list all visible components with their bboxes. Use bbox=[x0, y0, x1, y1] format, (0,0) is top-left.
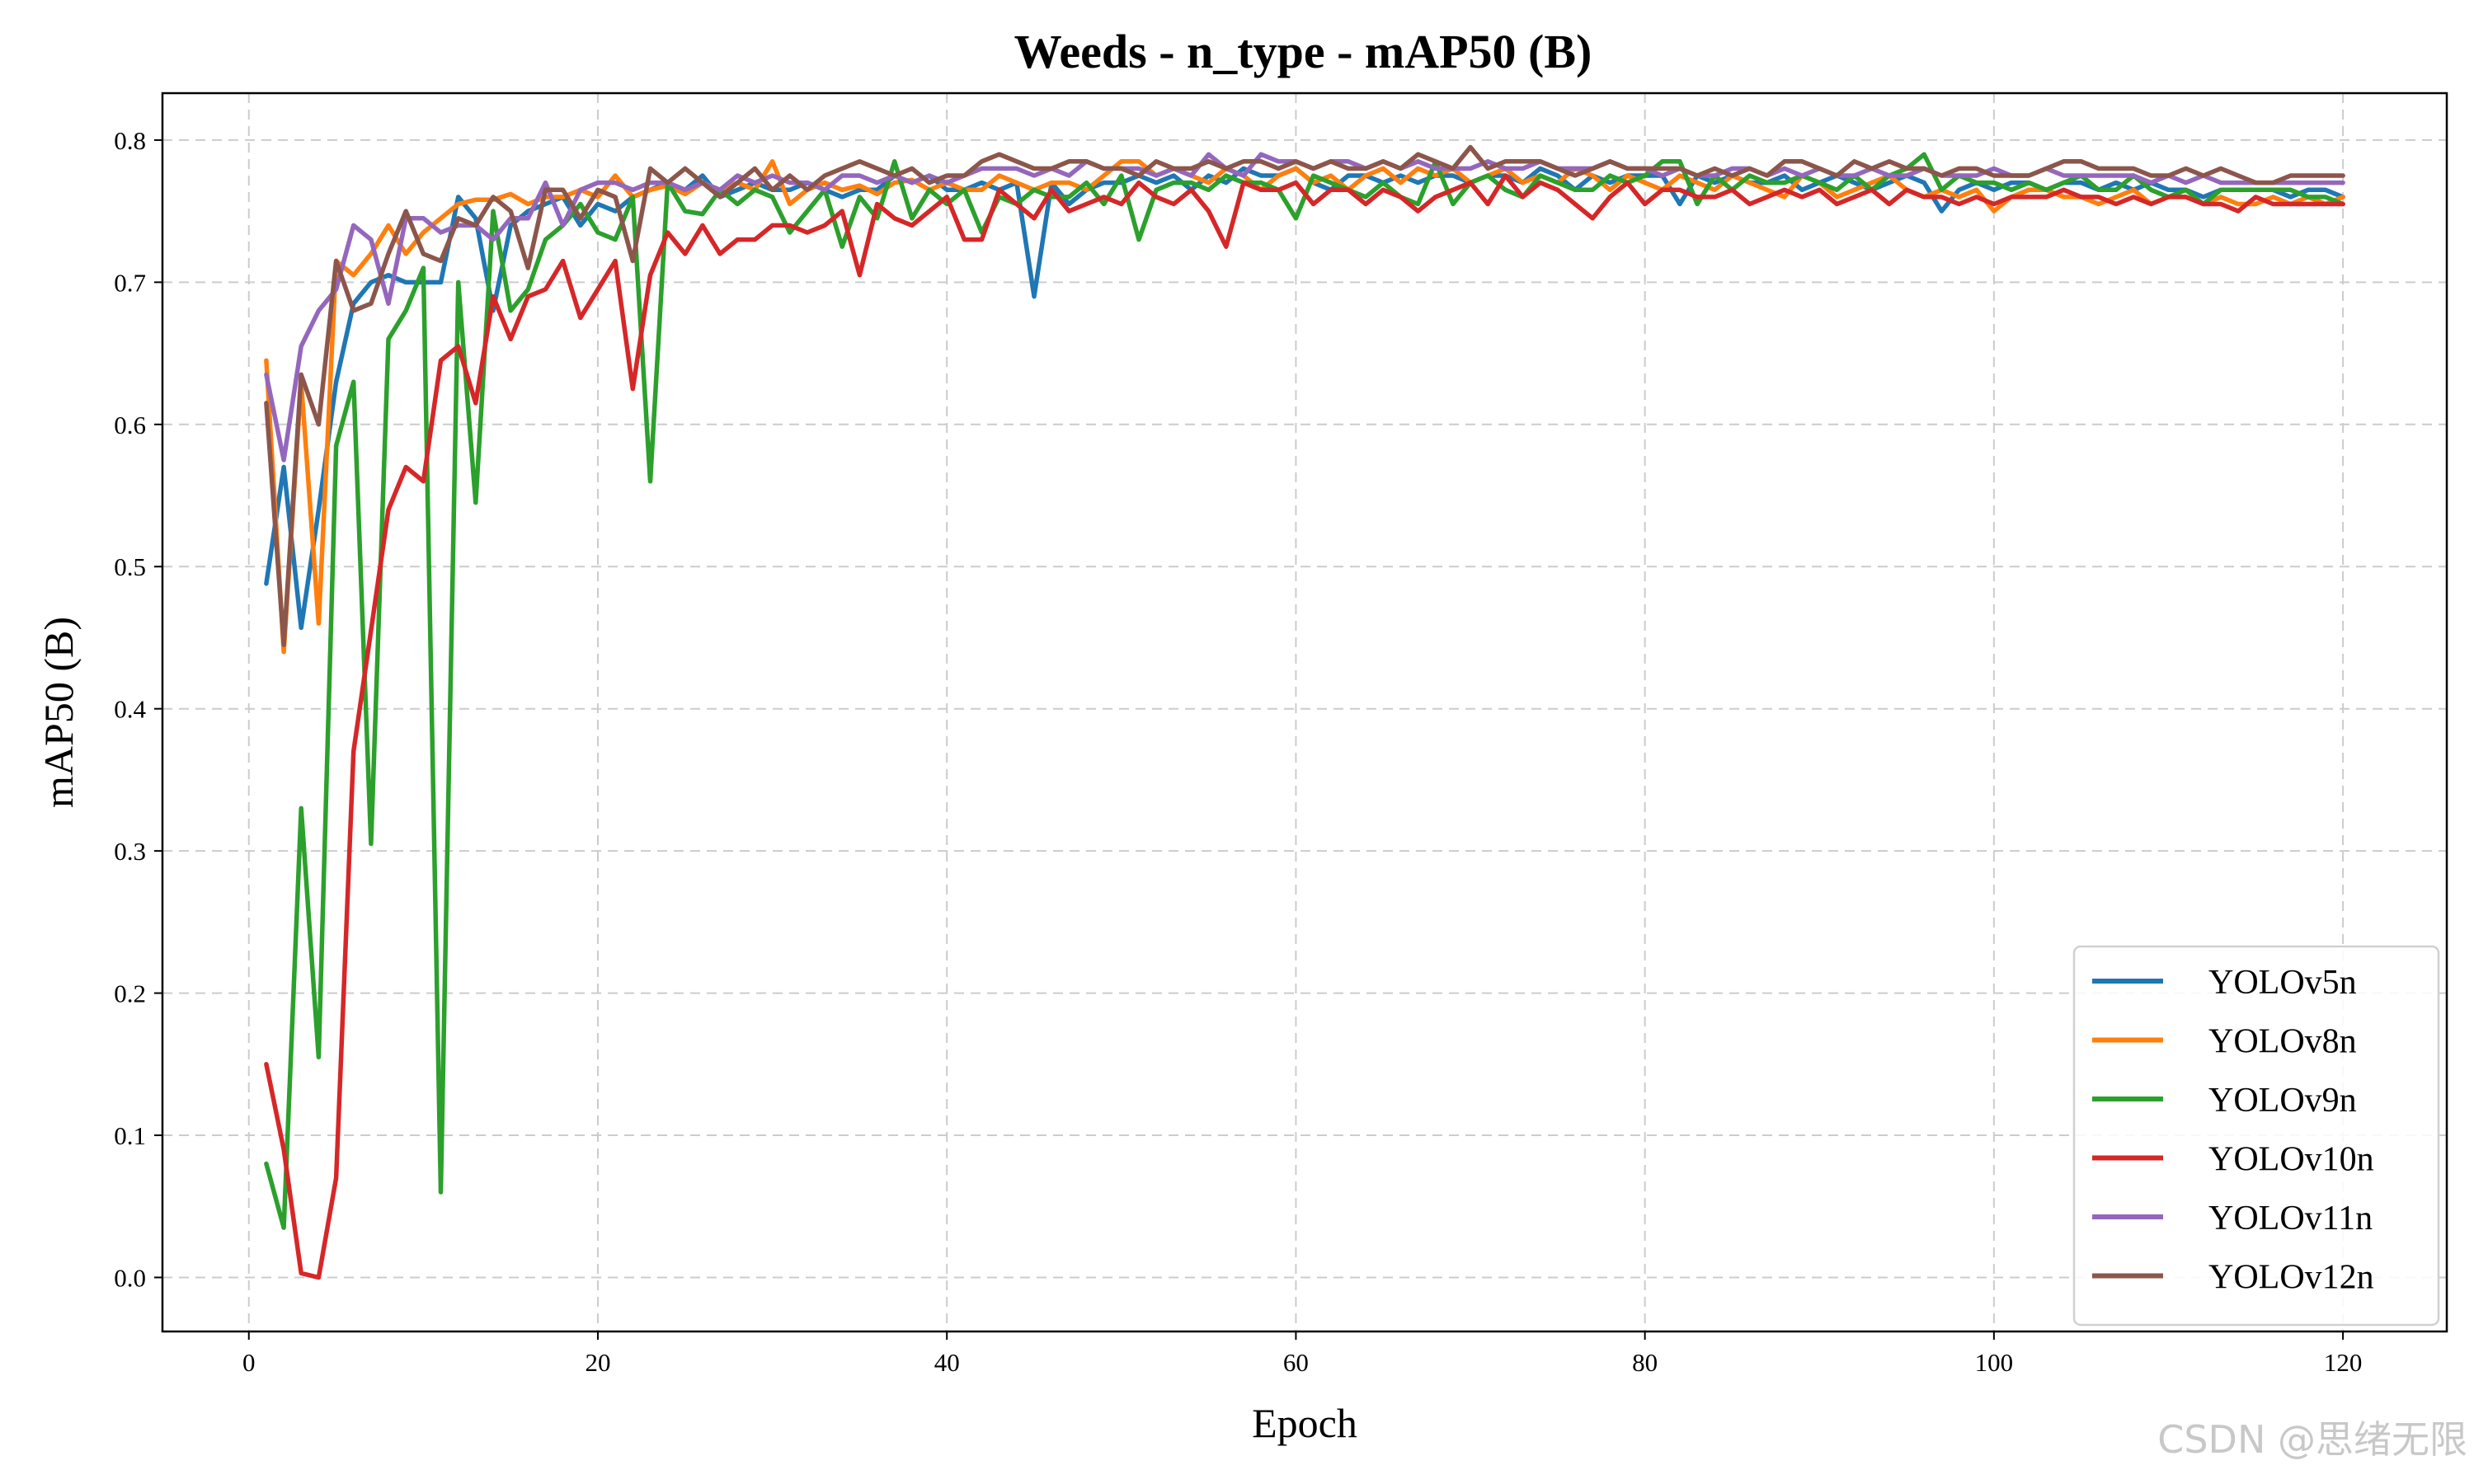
y-tick-label: 0.8 bbox=[114, 126, 146, 155]
y-tick-label: 0.5 bbox=[114, 552, 146, 581]
legend-box bbox=[2072, 945, 2440, 1327]
x-axis: 0 20 40 60 80 100 120 bbox=[242, 1331, 2362, 1377]
y-tick-label: 0.6 bbox=[114, 411, 146, 439]
legend-label-yolov9n: YOLOv9n bbox=[2208, 1082, 2357, 1120]
y-tick-label: 0.3 bbox=[114, 837, 146, 866]
x-tick-label: 100 bbox=[1975, 1348, 2014, 1377]
legend: YOLOv5n YOLOv8n YOLOv9n YOLOv10n YOLOv11n YOL… bbox=[2072, 945, 2440, 1327]
grid bbox=[162, 93, 2447, 1331]
series-line-yolov10n bbox=[264, 173, 2345, 1280]
series-line-yolov12n bbox=[264, 144, 2345, 647]
legend-label-yolov12n: YOLOv12n bbox=[2208, 1259, 2374, 1297]
chart-title: Weeds - n_type - mAP50 (B) bbox=[1014, 25, 1592, 78]
x-tick-label: 80 bbox=[1632, 1348, 1658, 1377]
x-tick-label: 0 bbox=[242, 1348, 256, 1377]
series-line-yolov8n bbox=[264, 159, 2345, 655]
series-line-yolov9n bbox=[264, 152, 2345, 1230]
x-tick-label: 60 bbox=[1283, 1348, 1309, 1377]
legend-label-yolov10n: YOLOv10n bbox=[2208, 1141, 2374, 1179]
legend-label-yolov5n: YOLOv5n bbox=[2208, 964, 2357, 1002]
x-tick-label: 120 bbox=[2324, 1348, 2363, 1377]
x-tick-label: 20 bbox=[585, 1348, 610, 1377]
y-tick-label: 0.4 bbox=[114, 695, 146, 724]
watermark-text: CSDN @思绪无限 bbox=[2157, 1417, 2467, 1462]
legend-label-yolov11n: YOLOv11n bbox=[2208, 1200, 2373, 1237]
y-tick-label: 0.1 bbox=[114, 1121, 146, 1150]
y-tick-label: 0.2 bbox=[114, 979, 146, 1008]
plot-frame bbox=[161, 92, 2448, 1333]
y-axis-title: mAP50 (B) bbox=[35, 617, 82, 808]
series-line-yolov5n bbox=[264, 166, 2345, 631]
y-tick-label: 0.0 bbox=[114, 1263, 146, 1292]
y-axis: 0.0 0.1 0.2 0.3 0.4 0.5 0.6 0.7 0.8 bbox=[114, 126, 162, 1292]
x-tick-label: 40 bbox=[934, 1348, 960, 1377]
series-lines bbox=[264, 144, 2345, 1280]
y-tick-label: 0.7 bbox=[114, 268, 146, 297]
x-axis-title: Epoch bbox=[1252, 1400, 1357, 1446]
legend-label-yolov8n: YOLOv8n bbox=[2208, 1023, 2357, 1061]
